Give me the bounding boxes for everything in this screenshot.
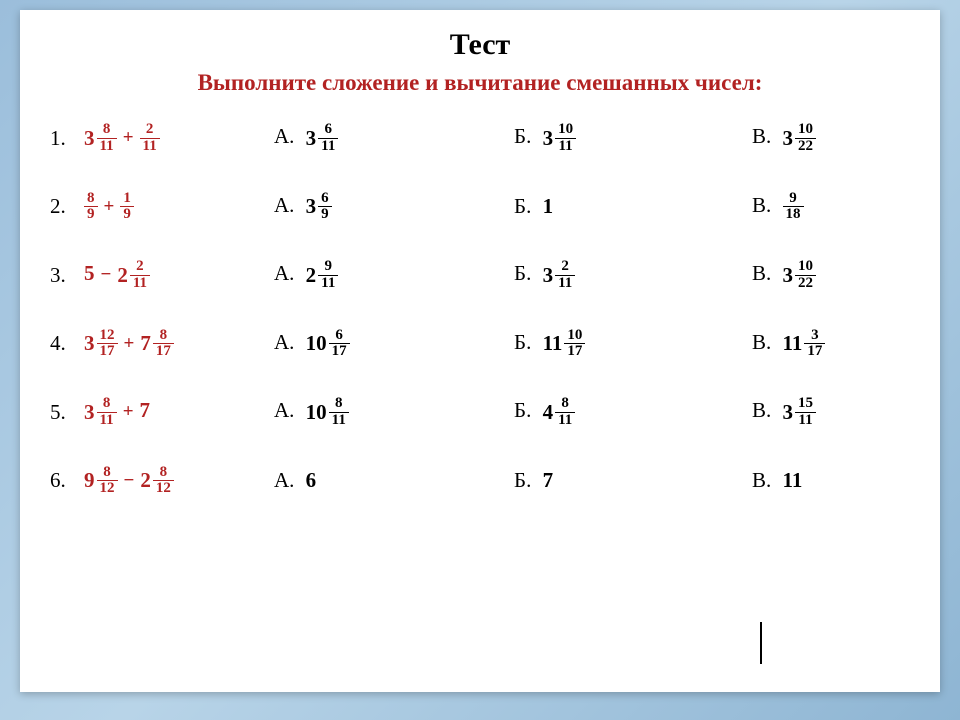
row-index: 5. xyxy=(50,400,84,425)
option-b: Б. 3211 xyxy=(514,259,752,292)
row-index: 1. xyxy=(50,126,84,151)
divider-bar xyxy=(760,622,762,664)
option-a: А. 369 xyxy=(274,191,514,224)
problem-list: 1. 3811+211 А. 3611 Б. 31011 В. 31022 2.… xyxy=(50,122,910,497)
worksheet-page: Тест Выполните сложение и вычитание смеш… xyxy=(20,10,940,692)
row-index: 4. xyxy=(50,331,84,356)
page-subtitle: Выполните сложение и вычитание смешанных… xyxy=(50,70,910,96)
option-a: А. 2911 xyxy=(274,259,514,292)
question-expression: 31217+7817 xyxy=(84,328,274,361)
option-c: В. 918 xyxy=(752,191,902,224)
option-b: Б. 31011 xyxy=(514,122,752,155)
option-a: А. 3611 xyxy=(274,122,514,155)
option-c: В. 31022 xyxy=(752,259,902,292)
row-index: 6. xyxy=(50,468,84,493)
problem-row: 6. 9812−2812 А. 6 Б. 7 В. 11 xyxy=(50,465,910,498)
question-expression: 3811+7 xyxy=(84,396,274,429)
option-b: Б. 111017 xyxy=(514,328,752,361)
question-expression: 9812−2812 xyxy=(84,465,274,498)
option-b: Б. 7 xyxy=(514,468,752,493)
option-a: А. 10811 xyxy=(274,396,514,429)
option-b: Б. 4811 xyxy=(514,396,752,429)
problem-row: 4. 31217+7817 А. 10617 Б. 111017 В. 1131… xyxy=(50,328,910,361)
page-title: Тест xyxy=(50,28,910,62)
option-b: Б. 1 xyxy=(514,194,752,219)
problem-row: 1. 3811+211 А. 3611 Б. 31011 В. 31022 xyxy=(50,122,910,155)
question-expression: 5−2211 xyxy=(84,259,274,292)
problem-row: 2. 89+19 А. 369 Б. 1 В. 918 xyxy=(50,191,910,224)
option-c: В. 11317 xyxy=(752,328,902,361)
option-c: В. 11 xyxy=(752,468,902,493)
question-expression: 3811+211 xyxy=(84,122,274,155)
problem-row: 3. 5−2211 А. 2911 Б. 3211 В. 31022 xyxy=(50,259,910,292)
option-c: В. 31511 xyxy=(752,396,902,429)
row-index: 2. xyxy=(50,194,84,219)
row-index: 3. xyxy=(50,263,84,288)
option-a: А. 6 xyxy=(274,468,514,493)
question-expression: 89+19 xyxy=(84,191,274,224)
problem-row: 5. 3811+7 А. 10811 Б. 4811 В. 31511 xyxy=(50,396,910,429)
option-a: А. 10617 xyxy=(274,328,514,361)
option-c: В. 31022 xyxy=(752,122,902,155)
